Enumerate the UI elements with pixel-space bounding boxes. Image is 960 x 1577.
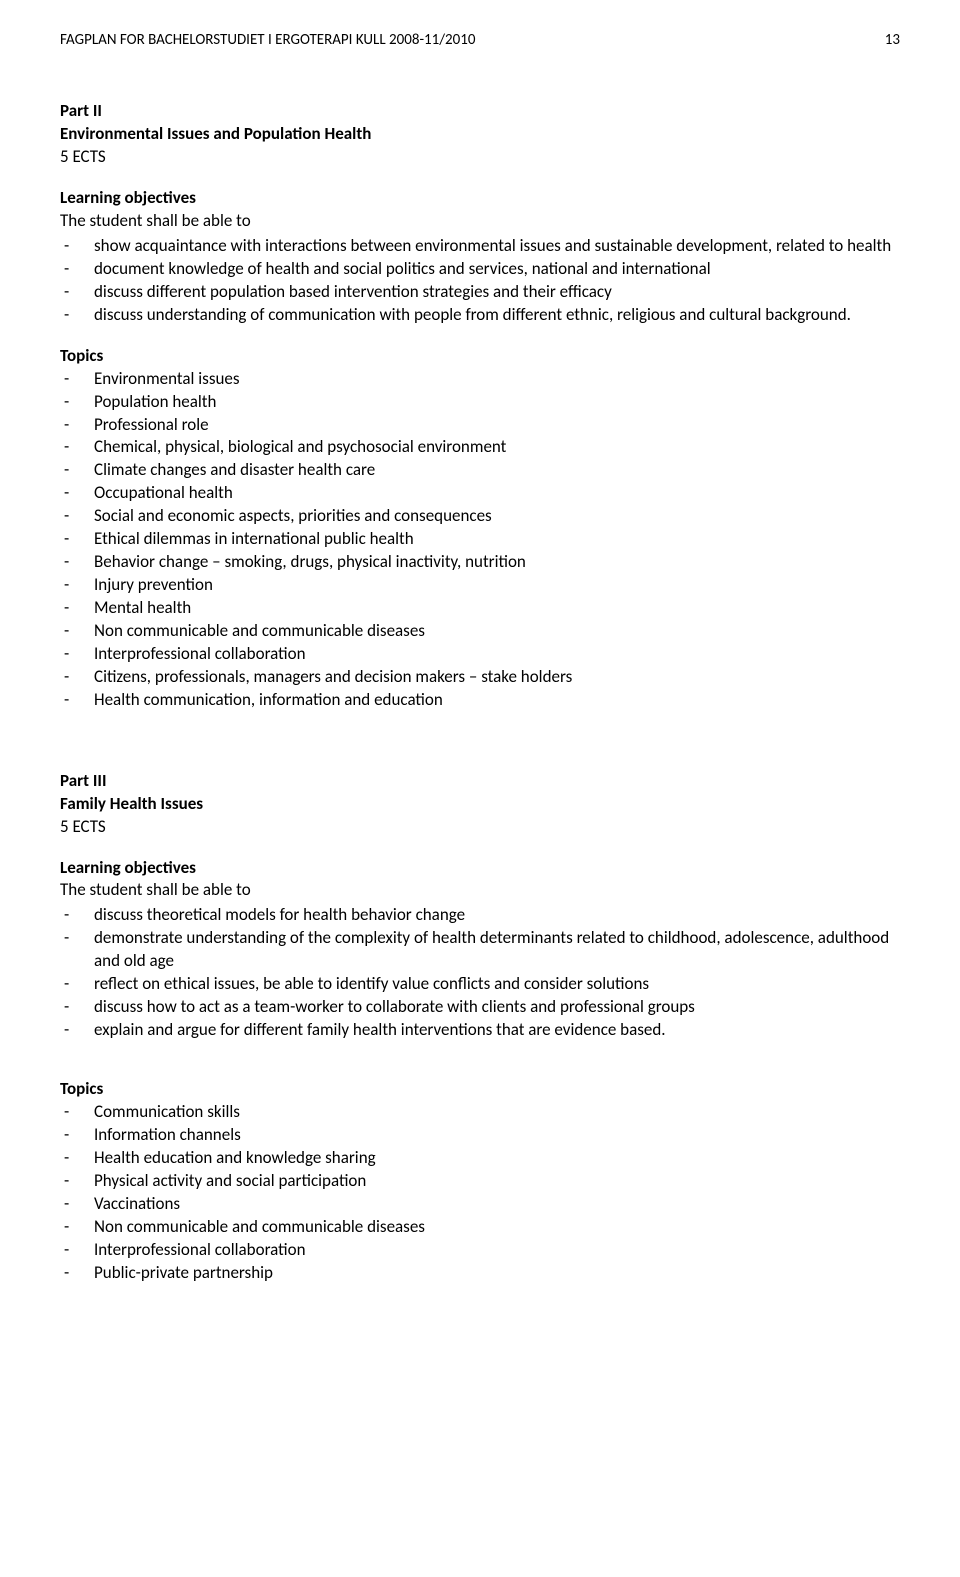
part3-section-title: Family Health Issues [60, 793, 900, 816]
list-item: Vaccinations [60, 1193, 900, 1216]
list-item: Interprofessional collaboration [60, 643, 900, 666]
list-item: Ethical dilemmas in international public… [60, 528, 900, 551]
header-title: FAGPLAN FOR BACHELORSTUDIET I ERGOTERAPI… [60, 30, 475, 50]
list-item: Chemical, physical, biological and psych… [60, 436, 900, 459]
part2-section-title: Environmental Issues and Population Heal… [60, 123, 900, 146]
list-item: discuss how to act as a team-worker to c… [60, 996, 900, 1019]
list-item: Physical activity and social participati… [60, 1170, 900, 1193]
part3-topics-list: Communication skills Information channel… [60, 1101, 900, 1285]
list-item: Health education and knowledge sharing [60, 1147, 900, 1170]
part2: Part II Environmental Issues and Populat… [60, 100, 900, 711]
part2-topics-label: Topics [60, 345, 900, 368]
part3-topics-label: Topics [60, 1078, 900, 1101]
document-header: FAGPLAN FOR BACHELORSTUDIET I ERGOTERAPI… [60, 30, 900, 50]
list-item: explain and argue for different family h… [60, 1019, 900, 1042]
list-item: Professional role [60, 414, 900, 437]
part3-lo-intro: The student shall be able to [60, 879, 900, 902]
list-item: Environmental issues [60, 368, 900, 391]
part2-lo-list: show acquaintance with interactions betw… [60, 235, 900, 327]
list-item: document knowledge of health and social … [60, 258, 900, 281]
part2-lo-intro: The student shall be able to [60, 210, 900, 233]
part2-topics-list: Environmental issues Population health P… [60, 368, 900, 712]
list-item: Behavior change – smoking, drugs, physic… [60, 551, 900, 574]
list-item: Citizens, professionals, managers and de… [60, 666, 900, 689]
list-item: Climate changes and disaster health care [60, 459, 900, 482]
list-item: Social and economic aspects, priorities … [60, 505, 900, 528]
list-item: reflect on ethical issues, be able to id… [60, 973, 900, 996]
part3-ects: 5 ECTS [60, 816, 900, 839]
list-item: Non communicable and communicable diseas… [60, 620, 900, 643]
part3-label: Part III [60, 770, 900, 793]
list-item: demonstrate understanding of the complex… [60, 927, 900, 973]
list-item: discuss understanding of communication w… [60, 304, 900, 327]
part3-lo-list: discuss theoretical models for health be… [60, 904, 900, 1042]
list-item: Population health [60, 391, 900, 414]
list-item: Occupational health [60, 482, 900, 505]
list-item: show acquaintance with interactions betw… [60, 235, 900, 258]
list-item: Communication skills [60, 1101, 900, 1124]
part3-lo-label: Learning objectives [60, 857, 900, 880]
list-item: Non communicable and communicable diseas… [60, 1216, 900, 1239]
part2-label: Part II [60, 100, 900, 123]
list-item: discuss theoretical models for health be… [60, 904, 900, 927]
list-item: Information channels [60, 1124, 900, 1147]
page-number: 13 [885, 30, 900, 50]
list-item: Public-private partnership [60, 1262, 900, 1285]
part3: Part III Family Health Issues 5 ECTS Lea… [60, 770, 900, 1285]
list-item: Health communication, information and ed… [60, 689, 900, 712]
list-item: Mental health [60, 597, 900, 620]
part2-ects: 5 ECTS [60, 146, 900, 169]
list-item: Interprofessional collaboration [60, 1239, 900, 1262]
list-item: discuss different population based inter… [60, 281, 900, 304]
part2-lo-label: Learning objectives [60, 187, 900, 210]
list-item: Injury prevention [60, 574, 900, 597]
